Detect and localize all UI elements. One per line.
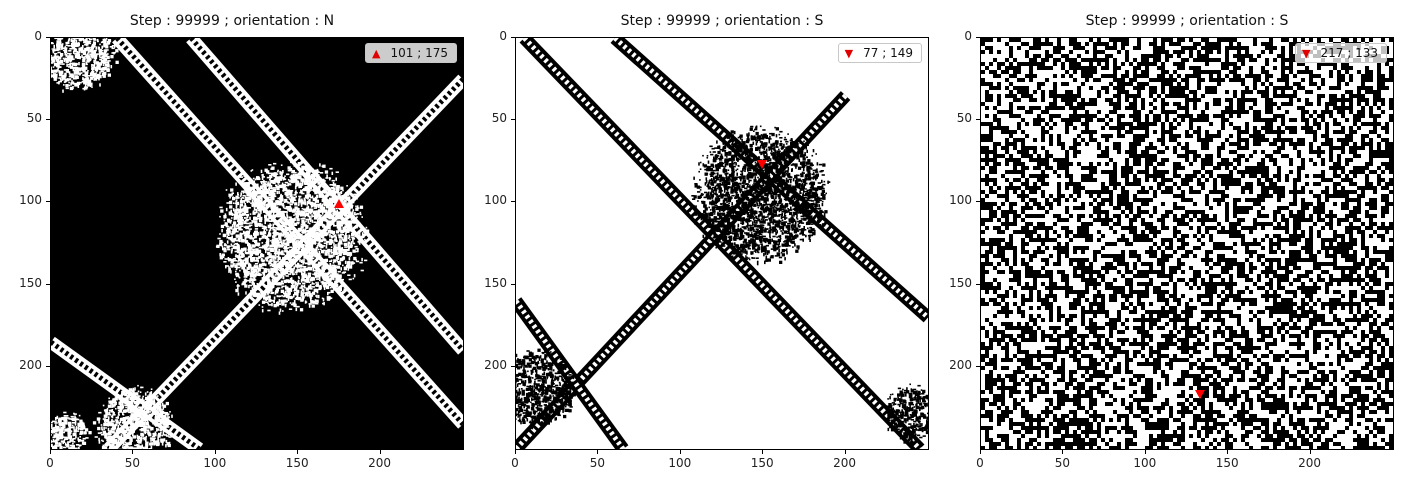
- plot-panel-3: Step : 99999 ; orientation : S ▼ 217 ; 1…: [935, 0, 1405, 488]
- triangle-down-icon: ▼: [844, 46, 854, 60]
- x-tick-mark: [597, 450, 599, 454]
- x-tick-mark: [1227, 450, 1229, 454]
- y-tick-label: 200: [949, 357, 972, 372]
- y-tick-label: 100: [484, 193, 507, 208]
- legend-2: ▼ 77 ; 149: [837, 43, 922, 63]
- ant-marker-icon: [334, 199, 345, 209]
- x-tick-label: 150: [285, 456, 309, 470]
- x-tick-mark: [1062, 450, 1064, 454]
- x-tick-mark: [1144, 450, 1146, 454]
- y-tick-mark: [511, 283, 515, 285]
- y-tick-mark: [976, 37, 980, 38]
- x-tick-mark: [762, 450, 764, 454]
- x-tick-mark: [980, 450, 981, 454]
- y-tick-mark: [511, 37, 515, 38]
- x-tick-label: 50: [124, 456, 141, 470]
- x-tick-label: 100: [203, 456, 227, 470]
- y-tick-label: 150: [19, 275, 42, 290]
- plot-panel-2: Step : 99999 ; orientation : S ▼ 77 ; 14…: [470, 0, 940, 488]
- plot-title-1: Step : 99999 ; orientation : N: [129, 13, 335, 29]
- y-tick-label: 50: [491, 111, 507, 126]
- x-tick-mark: [214, 450, 216, 454]
- y-tick-mark: [511, 365, 515, 367]
- x-tick-label: 50: [589, 456, 606, 470]
- y-tick-mark: [46, 119, 50, 121]
- y-tick-mark: [976, 119, 980, 121]
- y-tick-label: 50: [26, 111, 42, 126]
- x-tick-label: 100: [1133, 456, 1157, 470]
- x-tick-mark: [297, 450, 299, 454]
- y-tick-label: 150: [949, 275, 972, 290]
- x-tick-label: 100: [668, 456, 692, 470]
- x-tick-label: 0: [46, 456, 54, 470]
- x-tick-mark: [379, 450, 381, 454]
- x-tick-label: 50: [1054, 456, 1071, 470]
- x-tick-mark: [515, 450, 516, 454]
- triangle-up-icon: ▲: [372, 46, 381, 60]
- y-tick-label: 100: [19, 193, 42, 208]
- legend-label-1: 101 ; 175: [390, 46, 448, 60]
- y-tick-mark: [46, 365, 50, 367]
- x-tick-mark: [50, 450, 51, 454]
- x-tick-label: 150: [750, 456, 774, 470]
- y-tick-label: 100: [949, 193, 972, 208]
- x-tick-label: 200: [1298, 456, 1322, 470]
- y-tick-label: 50: [956, 111, 972, 126]
- heatmap-1: [51, 38, 463, 449]
- legend-3: ▼ 217 ; 133: [1295, 43, 1387, 63]
- y-tick-mark: [976, 283, 980, 285]
- x-tick-mark: [844, 450, 846, 454]
- y-tick-mark: [46, 37, 50, 38]
- legend-label-3: 217 ; 133: [1320, 46, 1378, 60]
- y-tick-label: 200: [19, 357, 42, 372]
- y-tick-mark: [511, 119, 515, 121]
- y-tick-mark: [976, 365, 980, 367]
- y-tick-label: 200: [484, 357, 507, 372]
- plot-axes-1: ▲ 101 ; 175: [50, 37, 464, 450]
- triangle-down-icon: ▼: [1302, 46, 1311, 60]
- legend-label-2: 77 ; 149: [863, 46, 913, 60]
- x-tick-label: 0: [976, 456, 984, 470]
- y-tick-label: 0: [964, 29, 972, 43]
- ant-marker-icon: [1195, 389, 1206, 399]
- ant-marker-icon: [756, 159, 767, 169]
- plot-title-3: Step : 99999 ; orientation : S: [1085, 13, 1289, 29]
- heatmap-cells: [516, 38, 928, 449]
- plot-title-2: Step : 99999 ; orientation : S: [620, 13, 824, 29]
- x-tick-label: 150: [1215, 456, 1239, 470]
- x-tick-label: 0: [511, 456, 519, 470]
- x-tick-mark: [132, 450, 134, 454]
- x-tick-label: 200: [368, 456, 392, 470]
- plot-axes-2: ▼ 77 ; 149: [515, 37, 929, 450]
- y-tick-mark: [511, 201, 515, 203]
- x-tick-label: 200: [833, 456, 857, 470]
- y-tick-mark: [46, 283, 50, 285]
- x-tick-mark: [679, 450, 681, 454]
- plot-panel-1: Step : 99999 ; orientation : N ▲ 101 ; 1…: [0, 0, 470, 488]
- y-tick-label: 150: [484, 275, 507, 290]
- y-tick-mark: [976, 201, 980, 203]
- y-tick-label: 0: [499, 29, 507, 43]
- heatmap-cells: [51, 38, 463, 449]
- heatmap-3: [981, 38, 1393, 449]
- y-tick-mark: [46, 201, 50, 203]
- y-tick-label: 0: [34, 29, 42, 43]
- x-tick-mark: [1309, 450, 1311, 454]
- heatmap-2: [516, 38, 928, 449]
- plot-axes-3: ▼ 217 ; 133: [980, 37, 1394, 450]
- heatmap-cells: [981, 38, 1393, 449]
- legend-1: ▲ 101 ; 175: [365, 43, 457, 63]
